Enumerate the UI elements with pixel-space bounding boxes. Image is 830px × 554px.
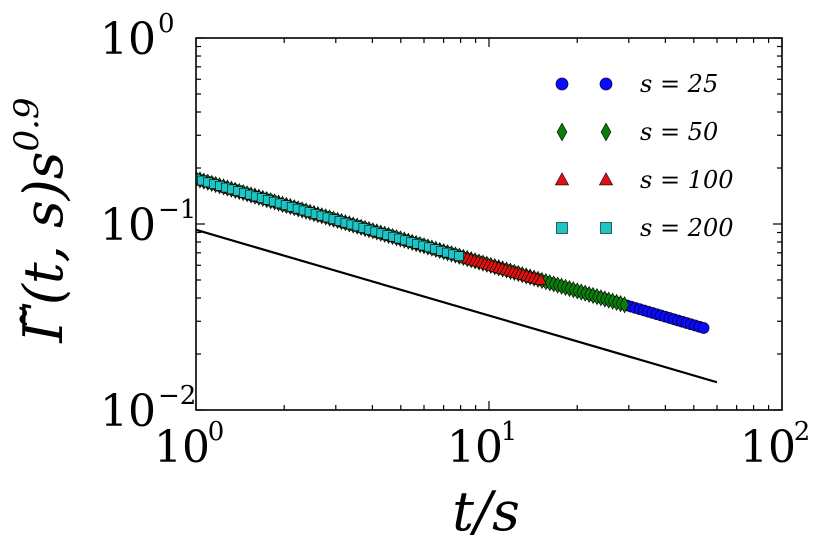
x-tick-label: 10 — [447, 422, 503, 473]
y-axis-label: Γ̃(t, s)s0.9 — [7, 97, 75, 343]
data-point — [534, 272, 548, 285]
plot-area — [195, 170, 718, 384]
data-point — [697, 322, 710, 334]
y-tick-exponent: −2 — [158, 381, 196, 411]
legend-marker — [556, 222, 568, 234]
x-tick-label: 10 — [154, 422, 210, 473]
legend-marker — [599, 77, 613, 91]
legend: s = 25 s = 50 s = 100 s = 200 — [554, 70, 734, 242]
x-tick-exponent: 1 — [501, 417, 518, 447]
data-point — [619, 296, 630, 314]
y-tick-exponent: −1 — [158, 195, 196, 225]
legend-label: s = 50 — [640, 118, 718, 146]
legend-marker — [554, 172, 570, 186]
legend-marker — [600, 222, 612, 234]
x-tick-exponent: 2 — [794, 417, 811, 447]
legend-label: s = 25 — [640, 70, 718, 98]
y-tick-label: 10 — [100, 14, 156, 65]
x-axis-label: t/s — [452, 480, 520, 543]
legend-label: s = 200 — [640, 214, 734, 242]
data-point — [454, 251, 464, 261]
legend-marker — [556, 122, 568, 142]
y-tick-exponent: 0 — [158, 9, 175, 39]
y-tick-label: 10 — [100, 200, 156, 251]
legend-marker — [598, 172, 614, 186]
y-tick-label: 10 — [100, 386, 156, 437]
legend-label: s = 100 — [640, 166, 734, 194]
x-tick-exponent: 0 — [208, 417, 225, 447]
series-square — [196, 173, 464, 261]
legend-marker — [600, 122, 612, 142]
x-tick-label: 10 — [740, 422, 796, 473]
legend-marker — [555, 77, 569, 91]
reference-line — [195, 228, 718, 384]
data-series — [196, 170, 710, 334]
